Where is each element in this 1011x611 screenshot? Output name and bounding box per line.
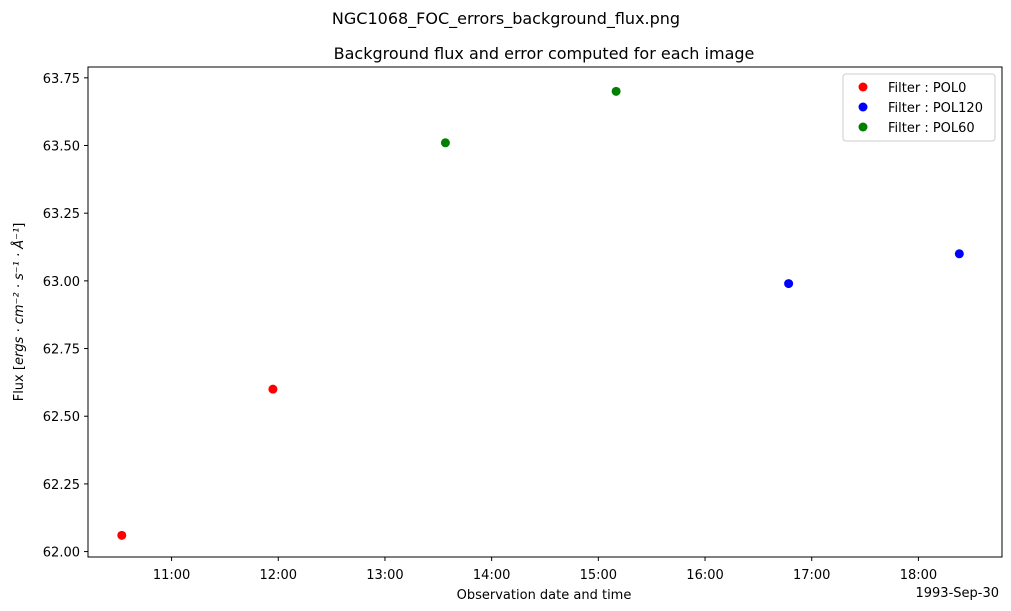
data-point-series-1 [954,249,964,259]
y-tick-label: 62.00 [43,546,80,561]
figure-suptitle: NGC1068_FOC_errors_background_flux.png [332,9,680,29]
y-tick-label: 63.50 [43,140,80,155]
x-tick-label: 15:00 [580,568,617,583]
legend-label: Filter : POL60 [888,121,975,136]
x-tick-label: 11:00 [153,568,190,583]
y-axis-label-suffix: ] [12,223,27,228]
y-tick-label: 62.25 [43,478,80,493]
legend-marker [858,102,868,112]
legend-marker [858,82,868,92]
x-axis-offset-label: 1993-Sep-30 [915,586,999,601]
data-point-series-0 [268,384,278,394]
data-point-series-2 [611,86,621,96]
chart-title: Background flux and error computed for e… [334,44,755,63]
x-axis-label: Observation date and time [457,588,632,603]
legend-marker [858,122,868,132]
y-tick-label: 63.25 [43,207,80,222]
data-point-series-0 [117,530,127,540]
data-points [117,86,964,540]
y-tick-label: 62.50 [43,410,80,425]
y-axis-label-units: ergs · cm⁻² · s⁻¹ · Å⁻¹ [11,228,27,365]
y-axis-label-prefix: Flux [ [12,365,27,401]
y-axis-label: Flux [ergs · cm⁻² · s⁻¹ · Å⁻¹] [11,223,27,402]
y-tick-label: 63.00 [43,275,80,290]
x-axis-ticks: 11:00 12:00 13:00 14:00 15:00 16:00 17:00 18:00 [153,557,937,583]
x-tick-label: 18:00 [900,568,937,583]
y-tick-label: 62.75 [43,343,80,358]
plot-frame [87,66,1003,558]
legend-label: Filter : POL0 [888,81,966,96]
legend-label: Filter : POL120 [888,101,983,116]
x-tick-label: 14:00 [473,568,510,583]
x-tick-label: 12:00 [260,568,297,583]
legend-box [842,73,996,142]
x-tick-label: 16:00 [686,568,723,583]
legend: Filter : POL0 Filter : POL120 Filter : POL… [842,73,996,142]
x-tick-label: 17:00 [793,568,830,583]
data-point-series-2 [440,138,450,148]
x-tick-label: 13:00 [366,568,403,583]
y-tick-label: 63.75 [43,72,80,87]
data-point-series-1 [784,279,794,289]
y-axis-ticks: 62.00 62.25 62.50 62.75 63.00 63.25 63.50 63.75 [43,72,88,561]
